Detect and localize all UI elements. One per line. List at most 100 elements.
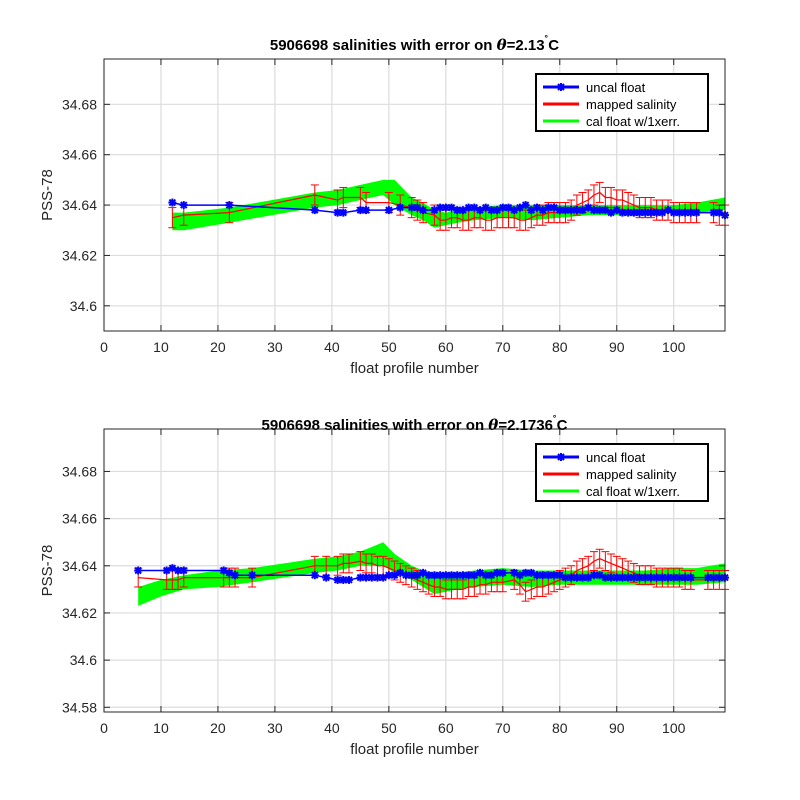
x-tick-label: 80	[552, 720, 568, 736]
star-marker-stroke	[339, 208, 347, 217]
y-tick-label: 34.58	[62, 699, 97, 715]
x-tick-label: 100	[662, 720, 686, 736]
star-marker-stroke	[641, 208, 649, 217]
star-marker-stroke	[687, 208, 695, 217]
uncal-float-point	[607, 573, 616, 582]
legend-star-marker	[557, 83, 565, 91]
star-marker-stroke	[664, 573, 672, 582]
star-marker-stroke	[709, 208, 718, 217]
y-axis-label: PSS-78	[39, 169, 56, 221]
star-marker-stroke	[248, 571, 256, 579]
x-tick-label: 40	[324, 339, 340, 355]
uncal-float-point	[618, 208, 627, 217]
star-marker-stroke	[567, 573, 575, 582]
uncal-float-point	[470, 203, 479, 212]
star-marker-stroke	[442, 203, 450, 212]
star-marker-stroke	[219, 566, 228, 575]
y-tick-label: 34.68	[62, 463, 97, 479]
title-prefix: 5906698 salinities with error on	[262, 417, 489, 434]
legend-item: cal float w/1xerr.	[543, 114, 680, 129]
uncal-float-point	[367, 573, 376, 582]
uncal-float-point	[692, 208, 701, 217]
uncal-float-point	[384, 571, 393, 580]
uncal-float-point	[225, 201, 234, 210]
legend-label: mapped salinity	[586, 97, 677, 112]
star-marker-stroke	[362, 206, 370, 214]
star-marker-stroke	[670, 573, 678, 582]
star-marker-stroke	[561, 573, 570, 582]
uncal-float-point	[441, 203, 450, 212]
cal-float-band	[172, 179, 725, 231]
uncal-float-point	[521, 201, 530, 210]
x-tick-label: 40	[324, 720, 340, 736]
star-marker-stroke	[550, 571, 558, 579]
title-degree: ˚	[553, 415, 557, 427]
error-bar	[595, 548, 604, 569]
star-marker-stroke	[333, 576, 342, 584]
star-marker-stroke	[476, 569, 484, 577]
uncal-float-point	[595, 571, 604, 580]
star-marker-stroke	[311, 571, 319, 579]
legend-item: uncal float	[543, 80, 646, 95]
y-tick-label: 34.68	[62, 96, 97, 112]
star-marker-stroke	[402, 571, 410, 579]
uncal-float-point	[641, 573, 650, 582]
star-marker-stroke	[368, 573, 376, 582]
star-marker-stroke	[180, 201, 188, 209]
error-bar	[168, 207, 177, 229]
uncal-float-point	[339, 208, 348, 217]
legend-label: uncal float	[586, 450, 646, 465]
star-marker-stroke	[544, 571, 553, 579]
error-bar	[527, 579, 536, 600]
star-marker-stroke	[453, 571, 461, 579]
uncal-float-point	[168, 198, 177, 207]
legend-label: mapped salinity	[586, 467, 677, 482]
star-marker-stroke	[624, 573, 632, 582]
star-marker-stroke	[311, 206, 319, 214]
star-marker-stroke	[578, 573, 587, 582]
uncal-float-point	[179, 201, 188, 210]
uncal-float-series	[168, 198, 729, 220]
y-tick-label: 34.62	[62, 605, 97, 621]
x-tick-label: 30	[267, 339, 283, 355]
y-axis-label: PSS-78	[39, 545, 56, 597]
uncal-float-point	[384, 206, 393, 215]
star-marker-stroke	[436, 571, 444, 579]
y-tick-label: 34.66	[62, 147, 97, 163]
x-tick-label: 10	[153, 339, 169, 355]
star-marker-stroke	[322, 573, 330, 582]
legend-item: mapped salinity	[543, 97, 677, 112]
star-marker-stroke	[493, 569, 501, 577]
axes-box	[103, 58, 726, 332]
uncal-float-point	[686, 208, 695, 217]
star-marker-stroke	[168, 198, 177, 207]
star-marker-stroke	[658, 573, 667, 582]
x-tick-label: 60	[438, 339, 454, 355]
uncal-float-point	[436, 203, 445, 212]
legend-star-marker	[557, 453, 565, 461]
star-marker-stroke	[647, 573, 655, 582]
star-marker-stroke	[561, 206, 570, 214]
star-marker-stroke	[225, 201, 234, 209]
x-tick-label: 20	[210, 720, 226, 736]
star-marker-stroke	[362, 573, 370, 582]
star-marker-stroke	[692, 208, 701, 217]
error-bar	[344, 553, 353, 574]
star-marker-stroke	[521, 569, 530, 577]
star-marker-stroke	[630, 573, 638, 582]
title-unit: C	[557, 417, 568, 434]
x-tick-label: 70	[495, 720, 511, 736]
legend: uncal float mapped salinity cal float w/1x…	[535, 73, 709, 132]
uncal-float-series	[134, 564, 729, 584]
y-tick-label: 34.6	[70, 298, 97, 314]
star-marker-stroke	[607, 573, 615, 582]
uncal-float-point	[419, 206, 428, 215]
star-marker-stroke	[584, 203, 592, 212]
title-theta: θ	[488, 416, 498, 434]
legend-item: uncal float	[543, 450, 646, 465]
star-marker-stroke	[635, 573, 644, 582]
y-tick-label: 34.66	[62, 511, 97, 527]
star-marker-stroke	[442, 571, 450, 579]
legend: uncal float mapped salinity cal float w/1x…	[535, 443, 709, 502]
star-marker-stroke	[464, 571, 473, 579]
